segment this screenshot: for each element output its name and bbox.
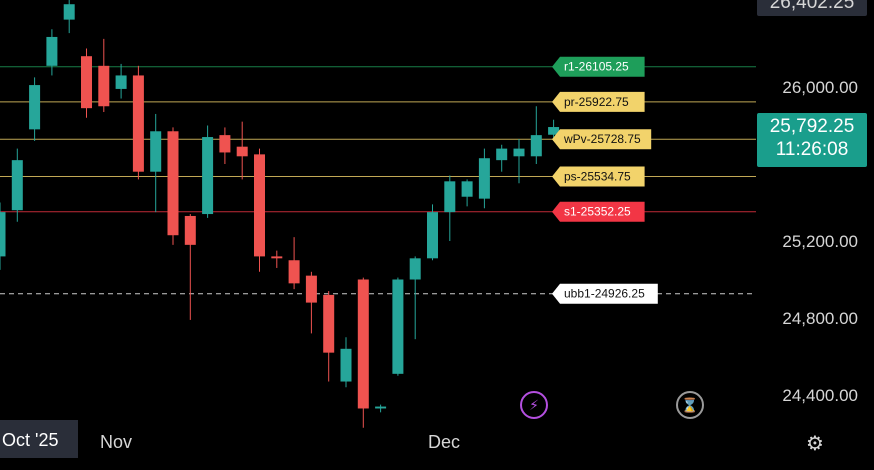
candle-body-28 — [478, 158, 490, 199]
level-tag-text-5: ubb1-24926.25 — [564, 287, 645, 301]
candle-body-20 — [340, 348, 352, 382]
candle-body-13 — [219, 135, 231, 153]
level-tag-text-4: s1-25352.25 — [564, 205, 631, 219]
candle-body-19 — [323, 294, 335, 353]
candle-body-26 — [444, 181, 456, 213]
candle-body-4 — [63, 4, 75, 20]
level-tag-text-3: ps-25534.75 — [564, 170, 631, 184]
candle-body-6 — [98, 65, 110, 107]
level-tags[interactable]: r1-26105.25 pr-25922.75 wPv-25728.75 ps-255… — [552, 56, 658, 304]
level-tag-5[interactable]: ubb1-24926.25 — [552, 283, 658, 304]
candle-body-16 — [271, 256, 283, 259]
candle-body-21 — [357, 279, 369, 409]
candle-body-31 — [530, 135, 542, 157]
level-tag-2[interactable]: wPv-25728.75 — [552, 129, 652, 150]
candle-body-2 — [29, 85, 41, 130]
y-tick-1: 25,200.00 — [782, 232, 858, 251]
level-tag-4[interactable]: s1-25352.25 — [552, 201, 645, 222]
candle-body-18 — [305, 275, 317, 303]
lightning-icon[interactable]: ⚡ — [520, 391, 548, 419]
candle-body-1 — [11, 160, 23, 211]
y-tick-2: 24,800.00 — [782, 309, 858, 328]
candle-body-22 — [375, 406, 387, 409]
x-label-oct: Oct '25 — [0, 420, 78, 458]
y-tick-3: 24,400.00 — [782, 386, 858, 405]
candle-body-27 — [461, 181, 473, 197]
candle-body-17 — [288, 260, 300, 284]
candle-body-30 — [513, 148, 525, 157]
level-tag-text-0: r1-26105.25 — [564, 60, 629, 74]
candle-body-14 — [236, 146, 248, 157]
candle-body-32 — [548, 127, 560, 135]
level-tag-1[interactable]: pr-25922.75 — [552, 91, 645, 112]
candle-body-5 — [81, 56, 92, 109]
candles — [0, 0, 560, 428]
candle-body-10 — [167, 131, 179, 236]
candle-body-12 — [202, 137, 214, 215]
candle-body-15 — [254, 154, 265, 257]
y-tick-0: 26,000.00 — [782, 78, 858, 97]
x-label-nov: Nov — [100, 432, 133, 452]
bar-countdown: 11:26:08 — [775, 139, 849, 160]
candle-body-23 — [392, 279, 404, 374]
candle-body-24 — [409, 258, 421, 280]
gear-icon[interactable]: ⚙ — [806, 432, 824, 455]
candle-body-7 — [115, 75, 127, 89]
candle-body-9 — [150, 131, 162, 172]
level-tag-3[interactable]: ps-25534.75 — [552, 166, 645, 187]
candle-body-0 — [0, 212, 6, 257]
x-label-dec: Dec — [428, 432, 461, 452]
candle-body-29 — [496, 148, 508, 161]
candle-body-3 — [46, 36, 58, 66]
top-price-label: 26,402.25 — [757, 0, 867, 16]
candle-body-11 — [184, 215, 196, 245]
hourglass-icon[interactable]: ⌛ — [676, 391, 704, 419]
current-price: 25,792.25 — [769, 116, 855, 137]
candle-body-8 — [132, 75, 144, 172]
candle-body-25 — [427, 212, 438, 259]
level-tag-text-1: pr-25922.75 — [564, 95, 629, 109]
current-price-badge: 25,792.25 11:26:08 — [757, 113, 867, 167]
price-axis: 26,000.00 25,200.00 24,800.00 24,400.00 — [782, 78, 858, 405]
level-tag-text-2: wPv-25728.75 — [563, 132, 641, 146]
level-tag-0[interactable]: r1-26105.25 — [552, 56, 645, 77]
